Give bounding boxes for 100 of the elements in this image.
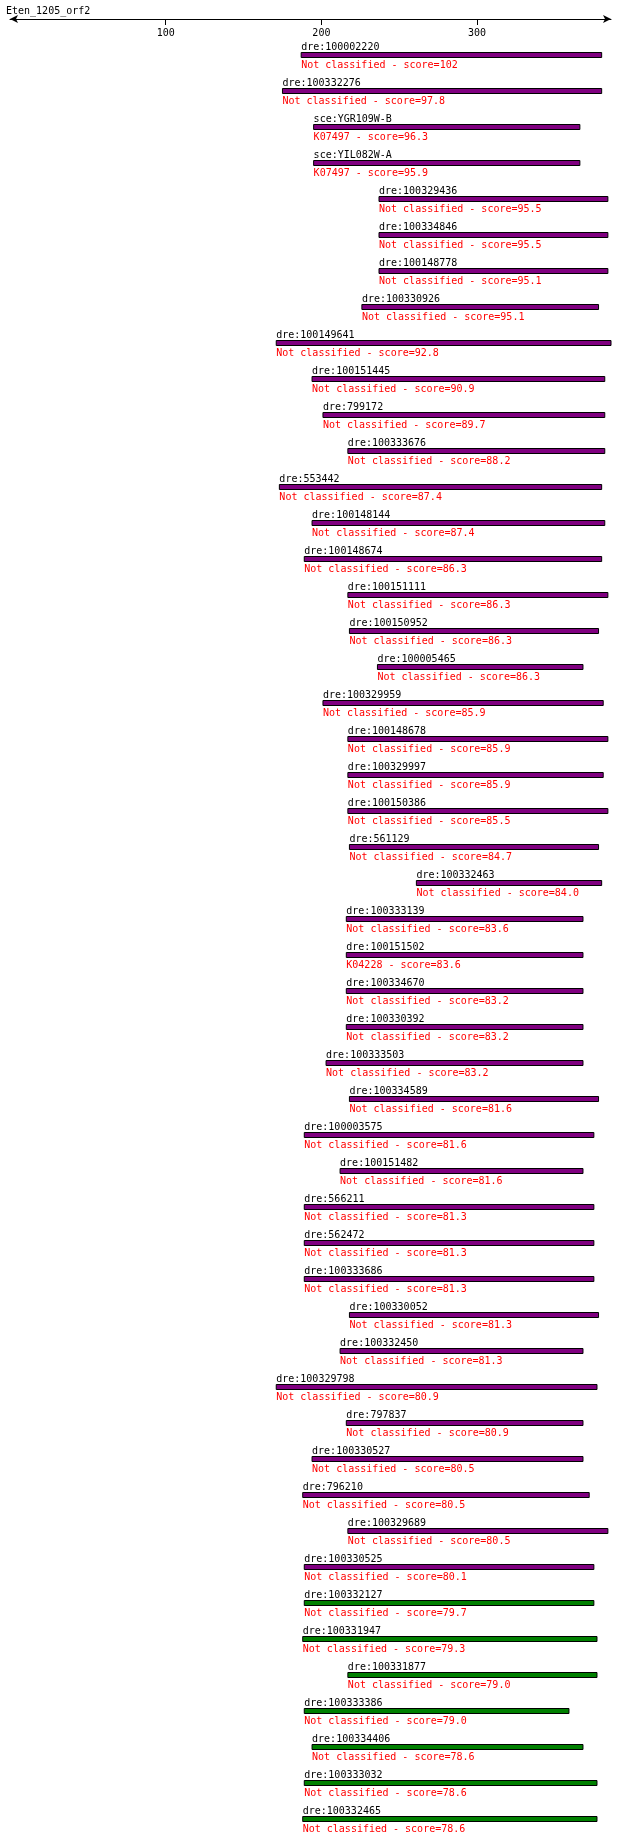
y-tick-label: dre:100332465: [302, 1804, 381, 1816]
bar: [348, 628, 600, 634]
annotation: Not classified - score=79.0: [347, 1678, 511, 1690]
y-tick-label: dre:100330392: [346, 1012, 425, 1024]
bar: [348, 1312, 600, 1318]
bar: [303, 1564, 595, 1570]
y-tick-label: dre:566211: [304, 1192, 365, 1204]
bar: [311, 376, 606, 382]
annotation: Not classified - score=97.8: [282, 94, 446, 106]
annotation: Not classified - score=81.6: [349, 1102, 512, 1114]
bar: [339, 1348, 584, 1354]
bar: [303, 556, 603, 562]
bar: [302, 1636, 598, 1642]
y-tick-label: dre:100331877: [347, 1660, 427, 1672]
annotation: Not classified - score=95.5: [379, 202, 542, 214]
bar: [345, 916, 584, 922]
y-tick-label: dre:100333686: [304, 1264, 383, 1276]
annotation: Not classified - score=78.6: [312, 1750, 475, 1762]
y-tick-label: dre:553442: [279, 472, 340, 484]
bar: [345, 1024, 584, 1030]
bar: [311, 1456, 584, 1462]
y-tick-label: dre:562472: [304, 1228, 365, 1240]
y-tick-label: dre:100333032: [304, 1768, 383, 1780]
y-tick-label: dre:796210: [302, 1480, 363, 1492]
annotation: Not classified - score=102: [301, 58, 458, 70]
x-tick-label: 100: [156, 26, 175, 38]
y-tick-label: dre:100330926: [361, 292, 441, 304]
bar: [303, 1204, 595, 1210]
annotation: Not classified - score=80.9: [346, 1426, 509, 1438]
y-tick-label: dre:100329959: [322, 688, 402, 700]
bar: [348, 844, 600, 850]
y-tick-label: dre:100150386: [347, 796, 427, 808]
annotation: Not classified - score=85.9: [322, 706, 486, 718]
annotation: Not classified - score=83.2: [346, 994, 509, 1006]
bar: [415, 880, 603, 886]
annotation: Not classified - score=92.8: [276, 346, 439, 358]
y-tick-label: dre:100003575: [304, 1120, 383, 1132]
bar: [303, 1780, 598, 1786]
annotation: Not classified - score=87.4: [279, 490, 442, 502]
y-tick-label: dre:100332127: [304, 1588, 383, 1600]
y-tick-label: dre:100331947: [302, 1624, 381, 1636]
annotation: Not classified - score=86.3: [304, 562, 467, 574]
annotation: Not classified - score=80.5: [312, 1462, 475, 1474]
y-tick-label: dre:100333676: [347, 436, 427, 448]
annotation: Not classified - score=80.5: [347, 1534, 511, 1546]
bar: [361, 304, 600, 310]
bar: [325, 1060, 584, 1066]
annotation: Not classified - score=80.9: [276, 1390, 439, 1402]
annotation: Not classified - score=81.3: [304, 1282, 467, 1294]
annotation: Not classified - score=95.1: [379, 274, 542, 286]
y-tick-label: dre:100329689: [347, 1516, 427, 1528]
annotation: Not classified - score=79.3: [302, 1642, 466, 1654]
bar: [302, 1492, 590, 1498]
annotation: Not classified - score=85.9: [347, 742, 511, 754]
annotation: Not classified - score=88.2: [347, 454, 511, 466]
annotation: Not classified - score=81.3: [304, 1210, 467, 1222]
annotation: Not classified - score=83.2: [346, 1030, 509, 1042]
y-tick-label: dre:100333139: [346, 904, 425, 916]
bar: [378, 196, 609, 202]
bar: [275, 340, 612, 346]
annotation: Not classified - score=90.9: [312, 382, 475, 394]
annotation: Not classified - score=95.1: [361, 310, 525, 322]
y-tick-label: dre:100002220: [301, 40, 380, 52]
y-tick-label: dre:100332276: [282, 76, 361, 88]
y-tick-label: dre:100329997: [347, 760, 427, 772]
bar: [313, 160, 581, 166]
y-tick-label: dre:100151111: [347, 580, 427, 592]
annotation: Not classified - score=85.9: [347, 778, 511, 790]
annotation: Not classified - score=78.6: [302, 1822, 466, 1834]
annotation: Not classified - score=85.5: [347, 814, 511, 826]
annotation: Not classified - score=84.7: [349, 850, 512, 862]
annotation: Not classified - score=81.3: [340, 1354, 503, 1366]
y-tick-label: dre:100333503: [326, 1048, 405, 1060]
y-tick-label: dre:100329436: [379, 184, 458, 196]
bar: [345, 1420, 584, 1426]
bar: [378, 232, 609, 238]
bar: [376, 664, 584, 670]
annotation: Not classified - score=86.3: [349, 634, 512, 646]
y-tick-label: dre:100149641: [276, 328, 355, 340]
y-tick-label: dre:100330525: [304, 1552, 383, 1564]
x-tick-label: 200: [312, 26, 331, 38]
y-tick-label: dre:100151482: [340, 1156, 419, 1168]
annotation: Not classified - score=80.5: [302, 1498, 466, 1510]
bar: [322, 412, 606, 418]
annotation: Not classified - score=89.7: [322, 418, 486, 430]
bar: [345, 988, 584, 994]
annotation: K04228 - score=83.6: [346, 958, 461, 970]
bar: [347, 772, 604, 778]
annotation: Not classified - score=80.1: [304, 1570, 467, 1582]
bar: [303, 1708, 570, 1714]
annotation: Not classified - score=83.6: [346, 922, 509, 934]
y-tick-label: dre:100150952: [349, 616, 428, 628]
annotation: Not classified - score=81.3: [304, 1246, 467, 1258]
y-tick-label: dre:100334589: [349, 1084, 428, 1096]
y-tick-label: dre:100151502: [346, 940, 425, 952]
y-tick-label: dre:100330052: [349, 1300, 428, 1312]
chart-title: Eten_1205_orf2: [6, 4, 91, 17]
y-tick-label: dre:100333386: [304, 1696, 383, 1708]
y-tick-label: dre:100334670: [346, 976, 425, 988]
annotation: Not classified - score=79.0: [304, 1714, 467, 1726]
